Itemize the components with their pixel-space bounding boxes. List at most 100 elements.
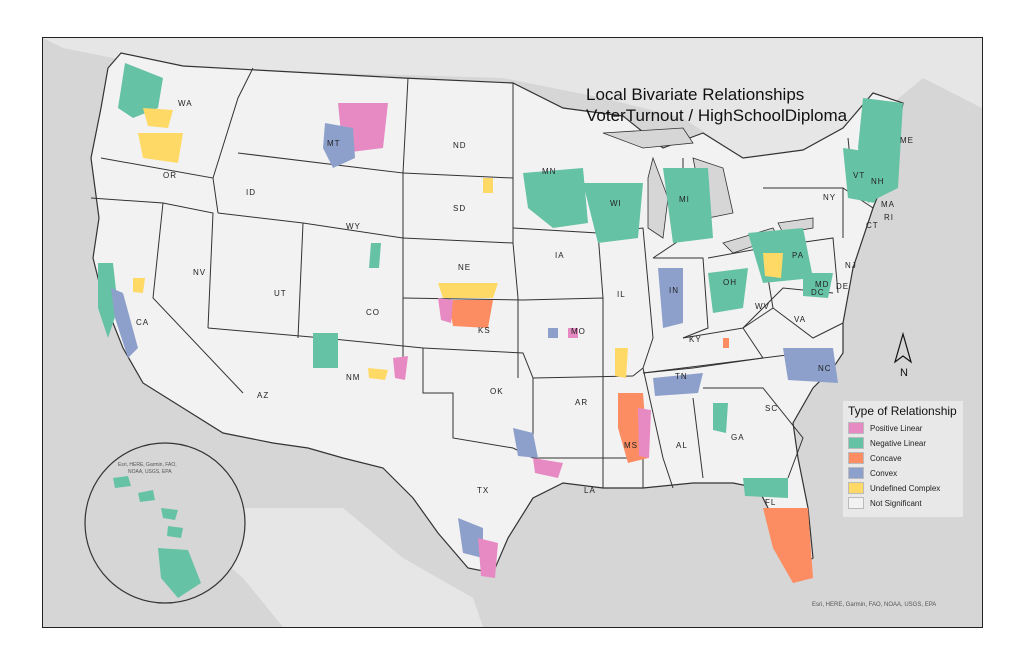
legend-label: Convex	[870, 468, 898, 478]
patch-ne-undefined	[438, 283, 498, 298]
state-label-il: IL	[617, 290, 626, 299]
state-label-ny: NY	[823, 193, 837, 202]
map-canvas[interactable]	[43, 38, 982, 627]
patch-oh-negative	[708, 268, 748, 313]
legend-label: Negative Linear	[870, 438, 927, 448]
patch-ca-convex	[111, 288, 138, 358]
state-label-wi: WI	[610, 199, 622, 208]
state-label-oh: OH	[723, 278, 737, 287]
state-label-ct: CT	[866, 221, 879, 230]
state-label-az: AZ	[257, 391, 270, 400]
legend-swatch-positive-linear	[848, 422, 864, 434]
patch-nm-positive	[393, 356, 408, 380]
patch-wa-negative	[118, 63, 163, 118]
state-label-la: LA	[584, 486, 596, 495]
state-label-mi: MI	[679, 195, 690, 204]
patch-ca-undefined	[133, 278, 145, 293]
state-label-in: IN	[669, 286, 679, 295]
legend-swatch-undefined-complex	[848, 482, 864, 494]
state-label-wy: WY	[346, 222, 361, 231]
state-label-or: OR	[163, 171, 177, 180]
patch-ca-negative	[98, 263, 118, 338]
legend-swatch-not-significant	[848, 497, 864, 509]
state-label-md: MD	[815, 280, 830, 289]
state-label-ok: OK	[490, 387, 504, 396]
state-label-ut: UT	[274, 289, 287, 298]
patch-ga-negative	[713, 403, 728, 433]
patch-md-negative	[803, 273, 833, 298]
state-label-ga: GA	[731, 433, 745, 442]
state-label-me: ME	[900, 136, 914, 145]
patch-wy-negative	[369, 243, 381, 268]
state-label-nd: ND	[453, 141, 467, 150]
patch-nc-convex	[783, 348, 838, 383]
patch-nm-undefined	[368, 368, 388, 380]
state-label-nc: NC	[818, 364, 832, 373]
state-label-mn: MN	[542, 167, 557, 176]
legend-item-undefined-complex: Undefined Complex	[848, 482, 940, 494]
patch-mo-convex	[548, 328, 558, 338]
legend-label: Concave	[870, 453, 902, 463]
state-label-id: ID	[246, 188, 256, 197]
map-attribution: Esri, HERE, Garmin, FAO, NOAA, USGS, EPA	[812, 602, 937, 608]
state-label-wv: WV	[755, 302, 770, 311]
map-legend: Type of Relationship Positive Linear Neg…	[843, 401, 963, 517]
state-label-dc: DC	[811, 288, 825, 297]
legend-label: Undefined Complex	[870, 483, 941, 493]
legend-item-negative-linear: Negative Linear	[848, 437, 926, 449]
state-label-co: CO	[366, 308, 380, 317]
state-label-nm: NM	[346, 373, 361, 382]
inset-attribution-line-2: NOAA, USGS, EPA	[128, 469, 172, 475]
legend-swatch-convex	[848, 467, 864, 479]
patch-in-convex	[658, 268, 683, 328]
legend-swatch-negative-linear	[848, 437, 864, 449]
canada-land	[43, 38, 982, 168]
patch-pa-undefined	[763, 253, 783, 278]
state-label-vt: VT	[853, 171, 866, 180]
legend-label: Not Significant	[870, 498, 922, 508]
map-title-line-1: Local Bivariate Relationships	[586, 85, 805, 104]
state-label-nv: NV	[193, 268, 207, 277]
patch-mo-positive	[568, 328, 578, 338]
legend-title: Type of Relationship	[848, 404, 957, 418]
map-frame	[42, 37, 983, 628]
patch-tx-convex	[513, 428, 538, 458]
patch-wa-undefined	[143, 108, 173, 128]
legend-item-positive-linear: Positive Linear	[848, 422, 922, 434]
patch-sd-undefined	[483, 178, 493, 193]
patch-ks-concave	[448, 300, 493, 328]
patch-or-undefined	[138, 133, 183, 163]
patch-mn-negative	[523, 168, 588, 228]
state-label-tn: TN	[675, 372, 688, 381]
north-arrow-icon	[893, 332, 913, 364]
state-label-ky: KY	[689, 335, 702, 344]
state-label-ne: NE	[458, 263, 472, 272]
state-label-fl: FL	[765, 498, 777, 507]
patch-tn-convex	[653, 373, 703, 396]
patch-ks-positive	[438, 298, 453, 323]
patch-tx-south-positive	[478, 538, 498, 578]
state-label-nj: NJ	[845, 261, 857, 270]
state-label-ma: MA	[881, 200, 895, 209]
state-label-nh: NH	[871, 177, 885, 186]
legend-label: Positive Linear	[870, 423, 923, 433]
state-label-ia: IA	[555, 251, 565, 260]
patch-vt-nh-negative	[843, 148, 878, 203]
map-title-line-2: VoterTurnout / HighSchoolDiploma	[586, 106, 848, 125]
legend-item-convex: Convex	[848, 467, 897, 479]
state-label-ms: MS	[624, 441, 638, 450]
legend-swatch-concave	[848, 452, 864, 464]
state-label-al: AL	[676, 441, 688, 450]
state-label-pa: PA	[792, 251, 805, 260]
patch-tx-positive	[533, 458, 563, 478]
county-patches	[98, 63, 903, 583]
inset-attribution-line-1: Esri, HERE, Garmin, FAO,	[118, 462, 177, 468]
patch-mt-convex	[323, 123, 355, 168]
patch-fl-negative	[743, 478, 788, 498]
hawaii-inset	[84, 442, 246, 604]
state-label-mt: MT	[327, 139, 341, 148]
legend-item-concave: Concave	[848, 452, 902, 464]
state-label-tx: TX	[477, 486, 490, 495]
state-label-sc: SC	[765, 404, 779, 413]
patch-tx-south-convex	[458, 518, 483, 558]
